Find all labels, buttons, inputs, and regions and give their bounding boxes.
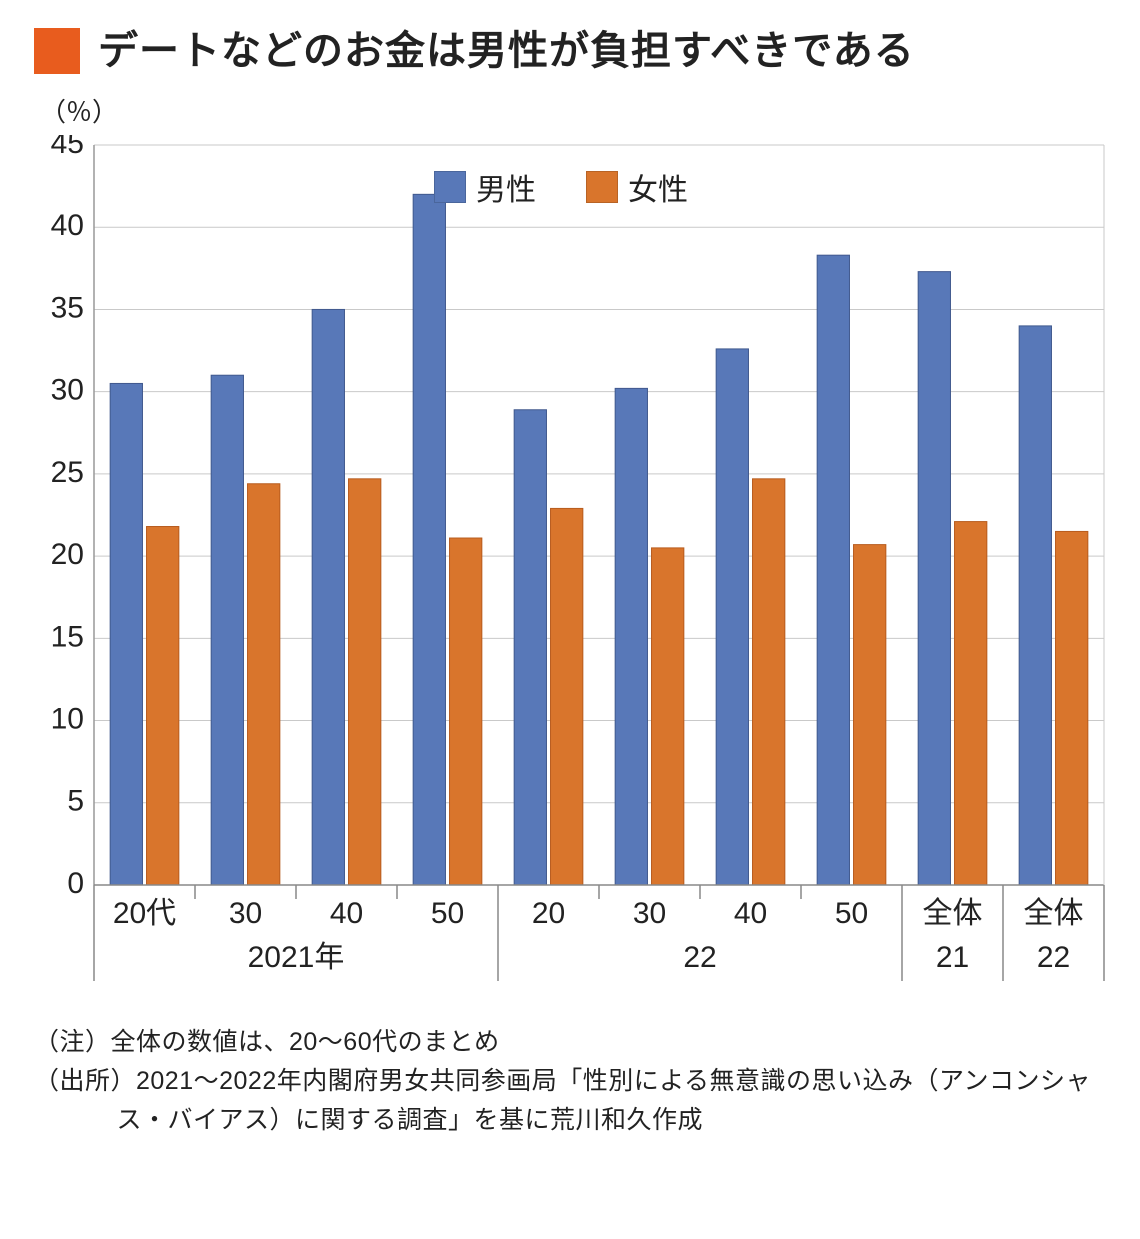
chart-title: デートなどのお金は男性が負担すべきである: [98, 29, 915, 73]
legend: 男性 女性: [434, 165, 688, 209]
y-tick-label: 40: [51, 209, 84, 242]
chart-notes: （注）全体の数値は、20～60代のまとめ （出所）2021～2022年内閣府男女…: [34, 1023, 1106, 1139]
x-category-label: 30: [633, 897, 666, 930]
x-category-label: 30: [229, 897, 262, 930]
bar-male: [211, 375, 243, 885]
x-group-label: 2021年: [248, 941, 345, 974]
bar-female: [753, 479, 785, 885]
y-tick-label: 45: [51, 135, 84, 160]
legend-item-female: 女性: [586, 165, 688, 209]
note-line-1: （注）全体の数値は、20～60代のまとめ: [34, 1023, 1106, 1062]
x-category-label: 20代: [113, 897, 176, 930]
bar-chart-svg: 0 5 10 15 20 25 30 35 40 45 20代 30 40 50 20 30 40 50 全体 全体 2…: [34, 135, 1106, 1005]
y-tick-label: 0: [67, 867, 84, 900]
x-category-label: 全体: [923, 897, 983, 930]
bar-female: [147, 527, 179, 885]
y-tick-label: 20: [51, 538, 84, 571]
bar-male: [716, 349, 748, 885]
chart-page: デートなどのお金は男性が負担すべきである （％） 0 5 10 15 20 25 30 35 4…: [0, 0, 1140, 1239]
legend-swatch-female: [586, 171, 618, 203]
y-tick-label: 30: [51, 374, 84, 407]
y-tick-label: 5: [67, 785, 84, 818]
note-line-2: （出所）2021～2022年内閣府男女共同参画局「性別による無意識の思い込み（ア…: [34, 1062, 1106, 1140]
x-group-label: 21: [936, 941, 969, 974]
chart-area: 0 5 10 15 20 25 30 35 40 45 20代 30 40 50 20 30 40 50 全体 全体 2…: [34, 135, 1106, 1005]
x-group-label: 22: [683, 941, 716, 974]
x-category-label: 40: [734, 897, 767, 930]
bar-female: [854, 545, 886, 885]
bar-male: [1019, 326, 1051, 885]
title-square-icon: [34, 28, 80, 74]
y-tick-label: 15: [51, 620, 84, 653]
bar-female: [652, 548, 684, 885]
y-tick-label: 25: [51, 456, 84, 489]
x-category-label: 40: [330, 897, 363, 930]
legend-item-male: 男性: [434, 165, 536, 209]
x-category-label: 50: [835, 897, 868, 930]
bar-male: [312, 309, 344, 885]
legend-label-male: 男性: [476, 165, 536, 209]
x-group-label: 22: [1037, 941, 1070, 974]
bar-male: [110, 383, 142, 885]
legend-swatch-male: [434, 171, 466, 203]
x-category-label: 50: [431, 897, 464, 930]
bar-male: [514, 410, 546, 885]
x-category-label: 20: [532, 897, 565, 930]
bar-female: [955, 522, 987, 885]
bar-male: [615, 388, 647, 885]
title-row: デートなどのお金は男性が負担すべきである: [34, 28, 1106, 74]
y-tick-label: 35: [51, 291, 84, 324]
bar-male: [918, 272, 950, 885]
bar-female: [349, 479, 381, 885]
bar-female: [1056, 531, 1088, 885]
bar-female: [450, 538, 482, 885]
bar-male: [817, 255, 849, 885]
bar-female: [248, 484, 280, 885]
bar-male: [413, 194, 445, 885]
bar-female: [551, 508, 583, 885]
y-unit-label: （％）: [40, 92, 1106, 129]
legend-label-female: 女性: [628, 165, 688, 209]
x-category-label: 全体: [1024, 897, 1084, 930]
y-tick-label: 10: [51, 702, 84, 735]
